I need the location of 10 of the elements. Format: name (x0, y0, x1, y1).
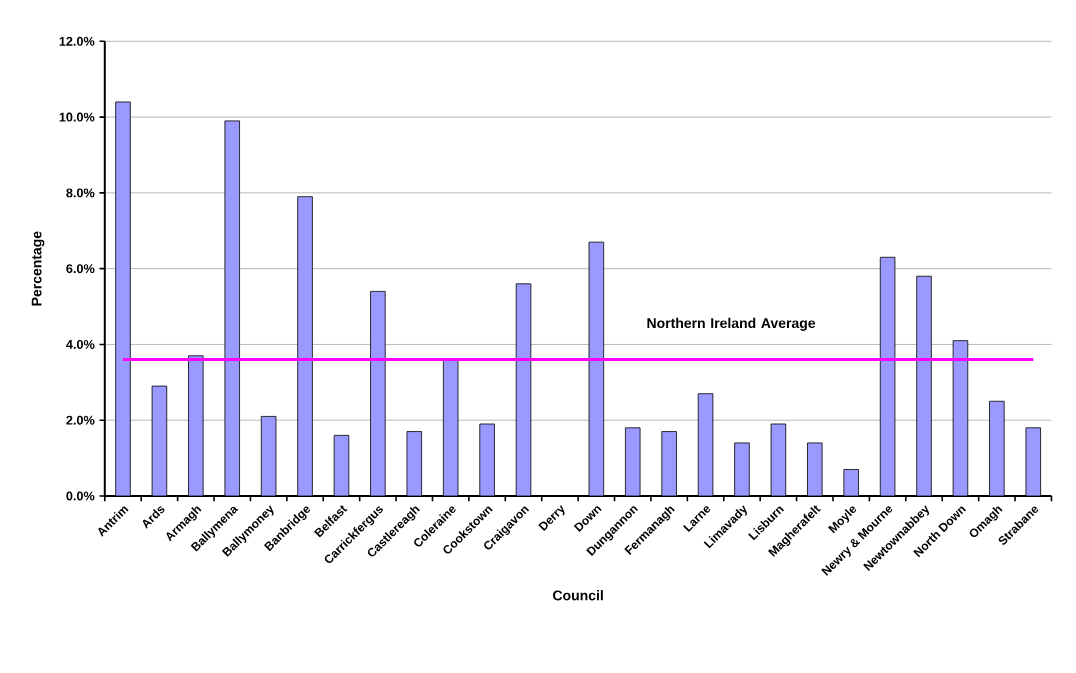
ref-line-label: Northern Ireland Average (647, 317, 816, 331)
y-tick-label: 4.0% (66, 339, 95, 349)
y-axis-title: Percentage (31, 231, 45, 306)
x-axis-title: Council (553, 590, 603, 601)
y-tick-label: 8.0% (66, 188, 95, 198)
y-tick-label: 6.0% (66, 264, 95, 274)
y-tick-label: 10.0% (59, 112, 95, 122)
y-tick-label: 2.0% (66, 415, 95, 425)
y-tick-label: 0.0% (66, 491, 95, 501)
y-tick-label: 12.0% (59, 36, 95, 46)
